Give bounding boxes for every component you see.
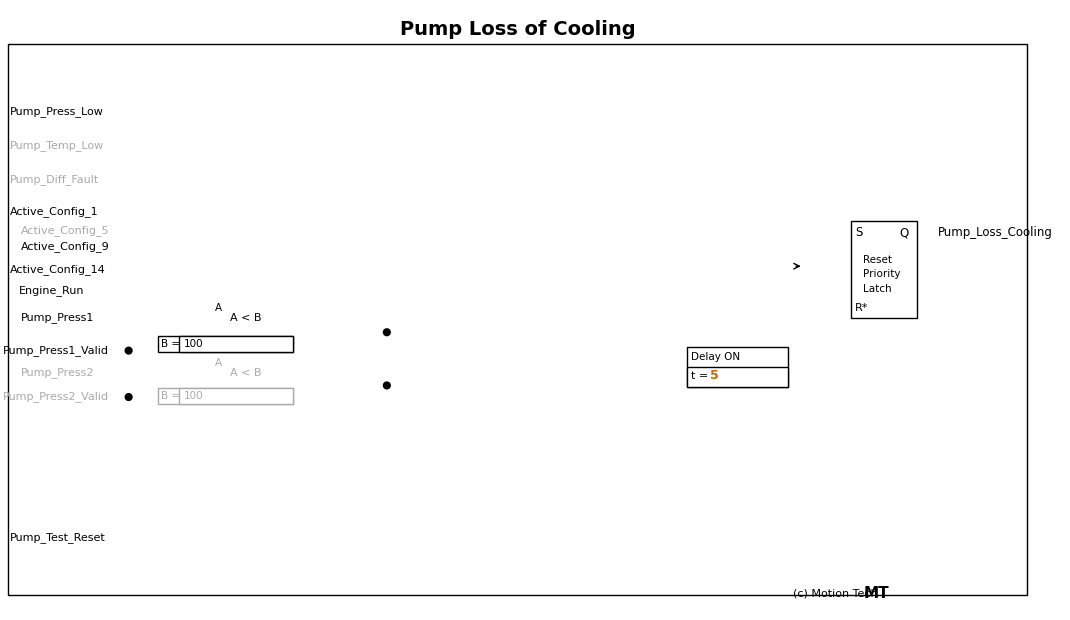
Text: Under flight conditions, if the pressure sensors are reporting low pressure but : Under flight conditions, if the pressure… [324,78,781,135]
Text: Active_Config_9: Active_Config_9 [21,241,110,252]
Text: Pump_Loss_Cooling: Pump_Loss_Cooling [938,226,1053,239]
Text: Pump_Press2: Pump_Press2 [21,368,95,378]
Text: Pump_Press1_Valid: Pump_Press1_Valid [3,345,109,356]
Circle shape [383,329,391,335]
Text: A: A [215,303,221,313]
Text: Pump_Test_Reset: Pump_Test_Reset [10,532,106,542]
Text: Latch: Latch [862,284,891,294]
Text: Pump_Temp_Low: Pump_Temp_Low [10,140,104,151]
Text: Priority: Priority [862,269,900,279]
Text: (c) Motion Tech: (c) Motion Tech [793,588,877,598]
Circle shape [383,382,391,389]
Text: R*: R* [855,303,868,313]
Text: MT: MT [863,586,889,601]
Text: Pump_Press_Low: Pump_Press_Low [10,106,104,117]
Text: Q: Q [900,226,908,239]
Text: 5: 5 [709,370,719,383]
Bar [851,221,917,317]
Text: Active_Config_1: Active_Config_1 [10,206,98,217]
Bar [179,388,293,404]
Text: 100: 100 [184,339,203,349]
Text: Pump_Diff_Fault: Pump_Diff_Fault [10,174,98,185]
Text: (REQ 3824): (REQ 3824) [324,52,392,65]
Text: Active_Config_14: Active_Config_14 [10,264,106,275]
Text: B =: B = [160,391,180,401]
Text: Engine_Run: Engine_Run [19,285,85,296]
Text: A < B: A < B [230,368,262,378]
Bar [687,347,789,388]
Text: A: A [215,358,221,368]
Text: Pump Loss of Cooling: Pump Loss of Cooling [399,20,636,39]
Text: B =: B = [160,339,180,349]
Text: Active_Config_5: Active_Config_5 [21,225,110,236]
Text: 100: 100 [184,391,203,401]
Text: Pump_Press2_Valid: Pump_Press2_Valid [3,392,109,402]
Circle shape [125,394,132,401]
Circle shape [125,347,132,354]
Bar [157,388,293,404]
Text: Delay ON: Delay ON [690,352,739,362]
Text: S: S [855,226,862,239]
Text: t =: t = [690,371,707,381]
Bar [179,336,293,352]
Text: Pump_Press1: Pump_Press1 [21,312,94,323]
Bar [157,336,293,352]
Bar [687,367,789,388]
Text: A < B: A < B [230,312,262,323]
Text: Reset: Reset [862,255,891,265]
